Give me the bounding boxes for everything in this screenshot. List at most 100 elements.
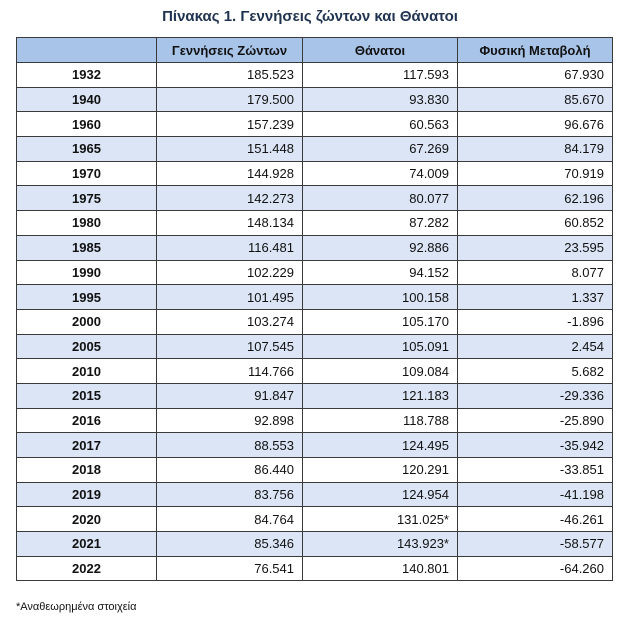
table-title: Πίνακας 1. Γεννήσεις ζώντων και Θάνατοι xyxy=(162,8,458,25)
natural-change-cell: -41.198 xyxy=(457,481,613,508)
table-row: 2020 84.764 131.025* -46.261 xyxy=(16,506,613,533)
natural-change-cell: -1.896 xyxy=(457,308,613,335)
table-row: 2016 92.898 118.788 -25.890 xyxy=(16,407,613,434)
table-row: 2017 88.553 124.495 -35.942 xyxy=(16,432,613,458)
natural-change-cell: 23.595 xyxy=(457,234,613,261)
table-row: 1985 116.481 92.886 23.595 xyxy=(16,234,613,261)
births-cell: 101.495 xyxy=(156,284,303,310)
year-cell: 2018 xyxy=(16,457,157,483)
births-cell: 102.229 xyxy=(156,259,303,286)
natural-change-cell: 96.676 xyxy=(457,111,613,138)
table-row: 2000 103.274 105.170 -1.896 xyxy=(16,308,613,335)
year-cell: 1975 xyxy=(16,185,157,212)
table-row: 2005 107.545 105.091 2.454 xyxy=(16,333,613,360)
natural-change-cell: 2.454 xyxy=(457,333,613,360)
births-cell: 114.766 xyxy=(156,358,303,384)
natural-change-cell: -33.851 xyxy=(457,457,613,483)
year-cell: 2005 xyxy=(16,333,157,360)
table-row: 1980 148.134 87.282 60.852 xyxy=(16,210,613,236)
header-year xyxy=(16,37,157,63)
table-row: 2022 76.541 140.801 -64.260 xyxy=(16,555,613,582)
natural-change-cell: 1.337 xyxy=(457,284,613,310)
table-row: 1970 144.928 74.009 70.919 xyxy=(16,160,613,187)
table-row: 2010 114.766 109.084 5.682 xyxy=(16,358,613,384)
births-cell: 116.481 xyxy=(156,234,303,261)
natural-change-cell: 60.852 xyxy=(457,210,613,236)
table-row: 1932 185.523 117.593 67.930 xyxy=(16,62,613,88)
births-cell: 148.134 xyxy=(156,210,303,236)
deaths-cell: 94.152 xyxy=(302,259,458,286)
year-cell: 1940 xyxy=(16,86,157,113)
year-cell: 2000 xyxy=(16,308,157,335)
births-cell: 151.448 xyxy=(156,136,303,162)
natural-change-cell: -35.942 xyxy=(457,432,613,458)
year-cell: 1970 xyxy=(16,160,157,187)
deaths-cell: 60.563 xyxy=(302,111,458,138)
natural-change-cell: 8.077 xyxy=(457,259,613,286)
births-cell: 91.847 xyxy=(156,382,303,409)
year-cell: 1990 xyxy=(16,259,157,286)
year-cell: 2016 xyxy=(16,407,157,434)
births-cell: 103.274 xyxy=(156,308,303,335)
natural-change-cell: 85.670 xyxy=(457,86,613,113)
natural-change-cell: 70.919 xyxy=(457,160,613,187)
year-cell: 2017 xyxy=(16,432,157,458)
natural-change-cell: 67.930 xyxy=(457,62,613,88)
births-cell: 76.541 xyxy=(156,555,303,582)
deaths-cell: 92.886 xyxy=(302,234,458,261)
table-row: 2021 85.346 143.923* -58.577 xyxy=(16,531,613,557)
natural-change-cell: -58.577 xyxy=(457,531,613,557)
year-cell: 1980 xyxy=(16,210,157,236)
births-cell: 144.928 xyxy=(156,160,303,187)
births-cell: 92.898 xyxy=(156,407,303,434)
deaths-cell: 100.158 xyxy=(302,284,458,310)
deaths-cell: 121.183 xyxy=(302,382,458,409)
year-cell: 1932 xyxy=(16,62,157,88)
births-cell: 84.764 xyxy=(156,506,303,533)
table-row: 1940 179.500 93.830 85.670 xyxy=(16,86,613,113)
deaths-cell: 131.025* xyxy=(302,506,458,533)
year-cell: 1965 xyxy=(16,136,157,162)
year-cell: 1995 xyxy=(16,284,157,310)
table-body: 1932 185.523 117.593 67.930 1940 179.500 93.83… xyxy=(16,62,613,582)
births-cell: 86.440 xyxy=(156,457,303,483)
header-natural-change: Φυσική Μεταβολή xyxy=(457,37,613,63)
header-deaths: Θάνατοι xyxy=(302,37,458,63)
footnote: *Αναθεωρημένα στοιχεία xyxy=(16,601,137,613)
natural-change-cell: 62.196 xyxy=(457,185,613,212)
births-cell: 142.273 xyxy=(156,185,303,212)
deaths-cell: 124.954 xyxy=(302,481,458,508)
births-deaths-table: Γεννήσεις Ζώντων Θάνατοι Φυσική Μεταβολή… xyxy=(16,37,613,582)
births-cell: 179.500 xyxy=(156,86,303,113)
table-row: 1975 142.273 80.077 62.196 xyxy=(16,185,613,212)
table-header-row: Γεννήσεις Ζώντων Θάνατοι Φυσική Μεταβολή xyxy=(16,37,613,63)
year-cell: 2020 xyxy=(16,506,157,533)
births-cell: 107.545 xyxy=(156,333,303,360)
deaths-cell: 74.009 xyxy=(302,160,458,187)
year-cell: 2019 xyxy=(16,481,157,508)
deaths-cell: 124.495 xyxy=(302,432,458,458)
deaths-cell: 87.282 xyxy=(302,210,458,236)
natural-change-cell: -46.261 xyxy=(457,506,613,533)
year-cell: 2022 xyxy=(16,555,157,582)
table-row: 2018 86.440 120.291 -33.851 xyxy=(16,457,613,483)
year-cell: 2021 xyxy=(16,531,157,557)
year-cell: 1985 xyxy=(16,234,157,261)
year-cell: 2015 xyxy=(16,382,157,409)
natural-change-cell: 5.682 xyxy=(457,358,613,384)
table-row: 2019 83.756 124.954 -41.198 xyxy=(16,481,613,508)
table-row: 1965 151.448 67.269 84.179 xyxy=(16,136,613,162)
deaths-cell: 80.077 xyxy=(302,185,458,212)
deaths-cell: 117.593 xyxy=(302,62,458,88)
deaths-cell: 67.269 xyxy=(302,136,458,162)
table-row: 1995 101.495 100.158 1.337 xyxy=(16,284,613,310)
births-cell: 185.523 xyxy=(156,62,303,88)
births-cell: 83.756 xyxy=(156,481,303,508)
deaths-cell: 109.084 xyxy=(302,358,458,384)
natural-change-cell: -64.260 xyxy=(457,555,613,582)
deaths-cell: 118.788 xyxy=(302,407,458,434)
table-row: 1960 157.239 60.563 96.676 xyxy=(16,111,613,138)
table-row: 1990 102.229 94.152 8.077 xyxy=(16,259,613,286)
births-cell: 157.239 xyxy=(156,111,303,138)
natural-change-cell: -25.890 xyxy=(457,407,613,434)
